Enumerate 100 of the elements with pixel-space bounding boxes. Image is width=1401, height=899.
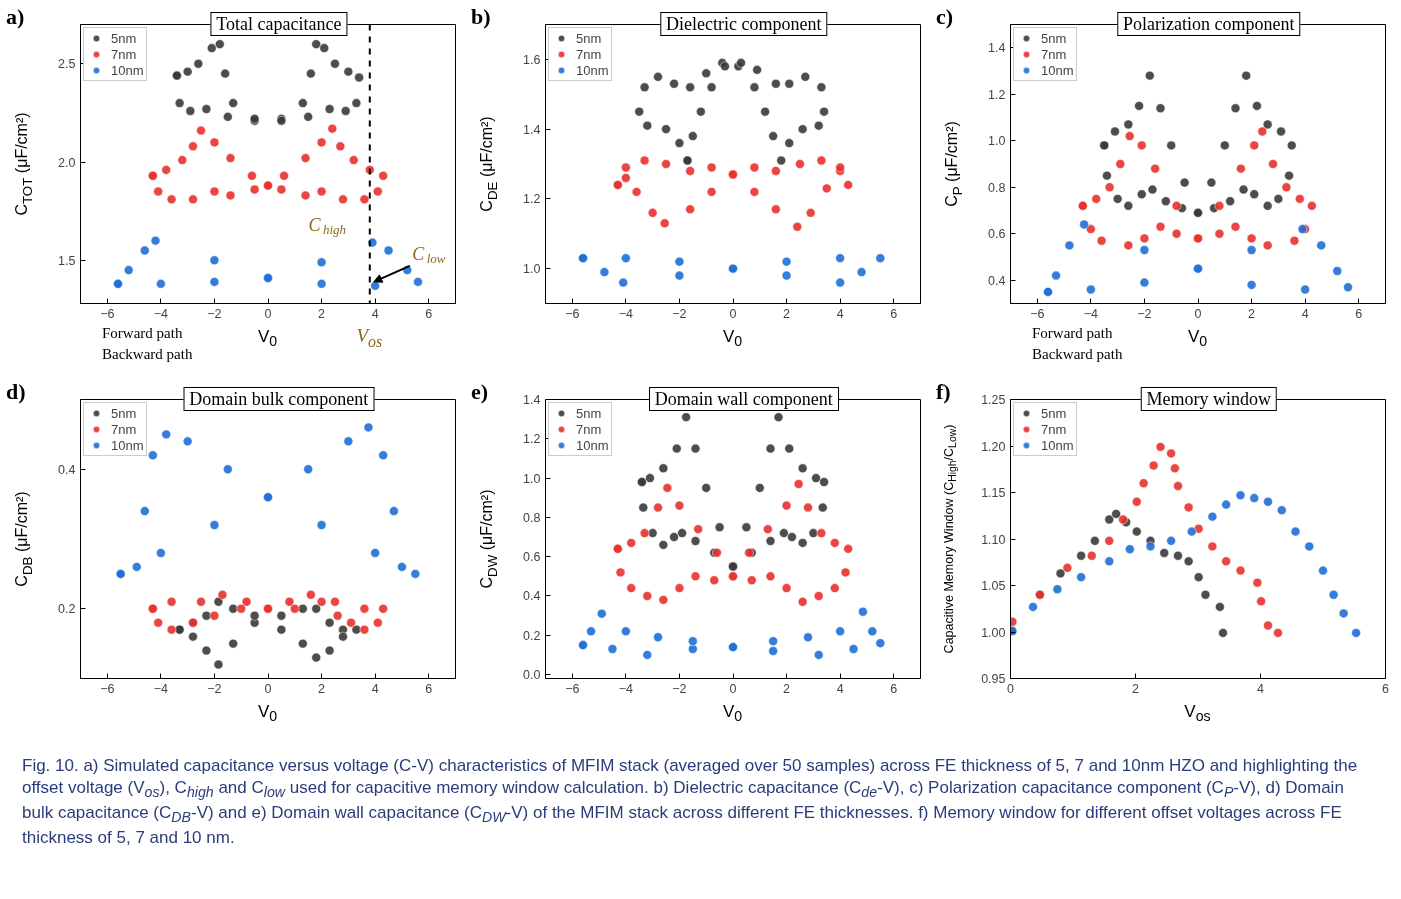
y-tick-label: 0.4 [58, 462, 76, 477]
x-tick-label: −4 [1083, 306, 1099, 321]
y-tick-label: 1.4 [988, 41, 1006, 56]
text: Fig. 10. a) Simulated capacitance versus voltage (C-V) characteristics of MFIM stack (averaged over 50 samples) across FE thickness of 5, 7 and 10nm HZO and highlighting the offset voltage (V$_{os}$), C$_{high}$ and C$_{low}$ used for capacitive memory window calculation. b) Dielectric capacitance (C$_{de}$-V), c) Polarization capacitance component (C$_{P}$-V), d) Domain bulk capacitance (C$_{DB}$-V) and e) Domain wall capacitance (C$_{DW}$-V) of the MFIM stack across different FE thicknesses. f) Memory window for different offset voltages across FE thickness of 5, 7 and 10 nm. [22, 756, 1358, 847]
y-tick-label: 0.4 [988, 273, 1006, 288]
text: Forward path [1032, 325, 1113, 342]
x-tick-label: 0 [264, 306, 272, 321]
x-axis-title: V$_{0}$ [722, 702, 743, 725]
x-tick-label: −2 [672, 681, 687, 696]
legend-label: 10nm [1041, 62, 1074, 78]
y-tick-label: 1.0 [523, 262, 541, 277]
text: Backward path [102, 346, 193, 363]
chart-title: Domain wall component [648, 387, 839, 411]
x-axis-title: V$_{0}$ [257, 327, 278, 350]
y-tick-label: 1.15 [981, 486, 1006, 500]
x-tick-label: −6 [1030, 306, 1045, 321]
legend-label: 7nm [1041, 46, 1067, 62]
y-tick-label: 1.2 [523, 192, 541, 207]
y-tick-label: 1.05 [981, 579, 1006, 593]
y-tick-label: 0.2 [58, 602, 76, 617]
x-tick-label: 4 [1301, 306, 1309, 321]
x-tick-label: 6 [1382, 681, 1390, 696]
text: a) [6, 4, 25, 30]
text: c) [936, 4, 954, 30]
x-tick-label: 0 [1007, 681, 1015, 696]
legend-label: 7nm [111, 421, 137, 437]
x-tick-label: −6 [565, 681, 580, 696]
text: Backward path [1032, 346, 1123, 363]
ref-line-label: V$_{os}$ [356, 325, 383, 351]
legend-label: 10nm [111, 62, 144, 78]
x-tick-label: −2 [207, 306, 222, 321]
x-axis-title: V$_{0}$ [1187, 327, 1208, 350]
legend-label: 5nm [576, 405, 602, 421]
chart-title: Dielectric component [660, 12, 828, 36]
y-tick-label: 1.0 [523, 471, 541, 486]
x-tick-label: −4 [618, 306, 634, 321]
x-axis-title: V$_{0}$ [257, 702, 278, 725]
x-tick-label: −2 [207, 681, 222, 696]
legend-label: 10nm [576, 62, 609, 78]
x-tick-label: 6 [425, 306, 433, 321]
legend-label: 5nm [111, 30, 137, 46]
x-tick-label: 6 [1355, 306, 1363, 321]
x-tick-label: −2 [1137, 306, 1152, 321]
x-tick-label: −4 [153, 681, 169, 696]
chart-title: Memory window [1140, 387, 1278, 411]
x-tick-label: 2 [318, 681, 326, 696]
y-tick-label: 0.6 [523, 550, 541, 565]
text: d) [6, 379, 26, 405]
legend-label: 5nm [111, 405, 137, 421]
legend-label: 5nm [576, 30, 602, 46]
y-tick-label: 0.2 [523, 628, 541, 643]
x-tick-label: 0 [264, 681, 272, 696]
legend-label: 10nm [111, 437, 144, 453]
legend-label: 10nm [576, 437, 609, 453]
x-tick-label: 0 [729, 306, 737, 321]
y-tick-label: 0.95 [981, 672, 1006, 686]
y-tick-label: 1.00 [981, 625, 1006, 640]
x-tick-label: 6 [890, 306, 898, 321]
x-tick-label: 4 [836, 306, 844, 321]
x-tick-label: −6 [100, 681, 115, 696]
chart-title: Domain bulk component [183, 387, 375, 411]
y-tick-label: 1.0 [988, 134, 1006, 149]
legend-label: 10nm [1041, 437, 1074, 453]
chart-title: Total capacitance [210, 12, 348, 36]
text: f) [936, 379, 951, 405]
y-tick-label: 0.6 [988, 227, 1006, 242]
chart-title: Polarization component [1117, 12, 1301, 36]
legend-label: 5nm [1041, 405, 1067, 421]
y-tick-label: 1.4 [523, 393, 541, 407]
legend-label: 7nm [111, 46, 137, 62]
x-tick-label: −2 [672, 306, 687, 321]
legend-label: 7nm [1041, 421, 1067, 437]
legend-label: 5nm [1041, 30, 1067, 46]
text: b) [471, 4, 491, 30]
x-tick-label: 2 [783, 306, 791, 321]
x-axis-title: V$_{os}$ [1184, 702, 1211, 725]
text: e) [471, 379, 489, 405]
legend-label: 7nm [576, 46, 602, 62]
y-tick-label: 0.8 [523, 510, 541, 525]
y-tick-label: 2.5 [58, 57, 76, 72]
y-tick-label: 2.0 [58, 155, 76, 170]
x-tick-label: 6 [890, 681, 898, 696]
y-tick-label: 1.5 [58, 253, 76, 268]
legend-label: 7nm [576, 421, 602, 437]
x-tick-label: −4 [618, 681, 634, 696]
y-tick-label: 0.0 [523, 668, 541, 683]
x-tick-label: −6 [565, 306, 580, 321]
x-tick-label: 4 [371, 306, 379, 321]
x-axis-title: V$_{0}$ [722, 327, 743, 350]
x-tick-label: 2 [1132, 681, 1140, 696]
y-tick-label: 0.8 [988, 180, 1006, 195]
y-tick-label: 1.10 [981, 532, 1006, 547]
y-tick-label: 0.4 [523, 589, 541, 604]
x-tick-label: 6 [425, 681, 433, 696]
x-tick-label: 4 [371, 681, 379, 696]
x-tick-label: 4 [836, 681, 844, 696]
x-tick-label: 0 [729, 681, 737, 696]
x-tick-label: −4 [153, 306, 169, 321]
x-tick-label: 2 [783, 681, 791, 696]
text: Forward path [102, 325, 183, 342]
